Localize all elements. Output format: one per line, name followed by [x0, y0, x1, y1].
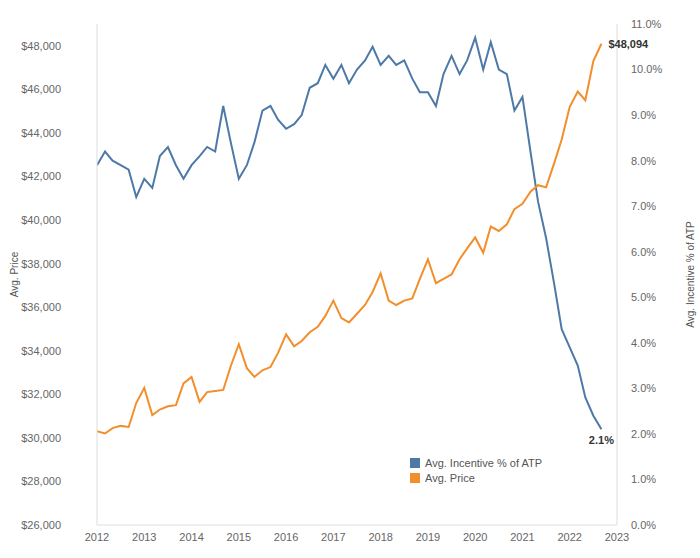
svg-text:8.0%: 8.0%: [631, 155, 656, 167]
svg-text:2012: 2012: [85, 531, 109, 543]
svg-text:2015: 2015: [227, 531, 251, 543]
svg-text:0.0%: 0.0%: [631, 519, 656, 531]
svg-text:2017: 2017: [321, 531, 345, 543]
svg-text:3.0%: 3.0%: [631, 382, 656, 394]
svg-text:$30,000: $30,000: [21, 432, 61, 444]
svg-text:$42,000: $42,000: [21, 170, 61, 182]
svg-text:6.0%: 6.0%: [631, 246, 656, 258]
svg-text:$44,000: $44,000: [21, 127, 61, 139]
svg-text:5.0%: 5.0%: [631, 291, 656, 303]
svg-text:$48,000: $48,000: [21, 40, 61, 52]
svg-text:2020: 2020: [463, 531, 487, 543]
svg-text:$28,000: $28,000: [21, 475, 61, 487]
svg-text:4.0%: 4.0%: [631, 337, 656, 349]
svg-text:$32,000: $32,000: [21, 388, 61, 400]
svg-text:9.0%: 9.0%: [631, 109, 656, 121]
html-text:Avg. Incentive % of ATP: Avg. Incentive % of ATP: [425, 456, 542, 469]
svg-text:2014: 2014: [179, 531, 203, 543]
svg-text:Avg. Price: Avg. Price: [9, 251, 20, 297]
svg-text:$40,000: $40,000: [21, 214, 61, 226]
svg-text:2013: 2013: [132, 531, 156, 543]
svg-text:$36,000: $36,000: [21, 301, 61, 313]
svg-text:$46,000: $46,000: [21, 83, 61, 95]
svg-text:2.1%: 2.1%: [589, 434, 614, 446]
svg-text:1.0%: 1.0%: [631, 473, 656, 485]
svg-text:2.0%: 2.0%: [631, 428, 656, 440]
svg-text:2018: 2018: [368, 531, 392, 543]
svg-text:2023: 2023: [605, 531, 629, 543]
svg-text:2022: 2022: [557, 531, 581, 543]
svg-text:$48,094: $48,094: [608, 38, 649, 50]
html-text:Avg. Price: Avg. Price: [425, 471, 475, 484]
svg-text:2016: 2016: [274, 531, 298, 543]
svg-text:7.0%: 7.0%: [631, 200, 656, 212]
svg-text:10.0%: 10.0%: [631, 63, 662, 75]
svg-text:2021: 2021: [510, 531, 534, 543]
svg-text:Avg. Incentive % of ATP: Avg. Incentive % of ATP: [685, 221, 692, 328]
svg-text:$26,000: $26,000: [21, 519, 61, 531]
svg-text:11.0%: 11.0%: [631, 18, 662, 30]
svg-text:$38,000: $38,000: [21, 258, 61, 270]
svg-text:2019: 2019: [416, 531, 440, 543]
svg-text:$34,000: $34,000: [21, 345, 61, 357]
